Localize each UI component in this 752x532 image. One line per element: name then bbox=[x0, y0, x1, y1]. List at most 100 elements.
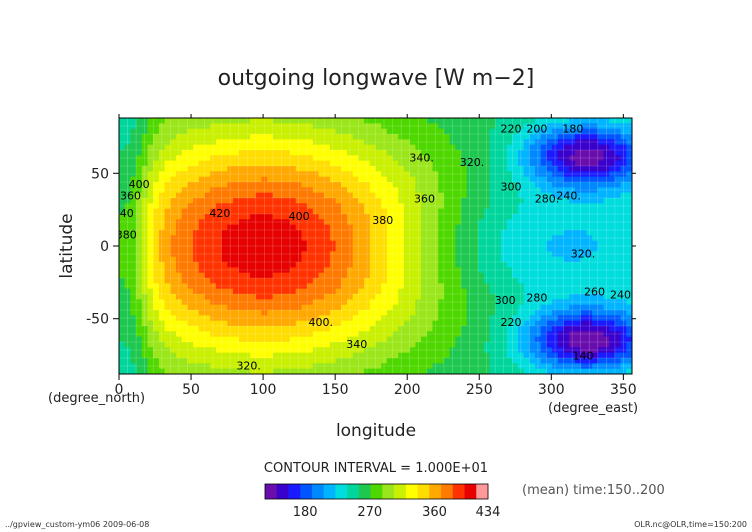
contour-cell bbox=[392, 358, 399, 364]
contour-cell bbox=[295, 272, 302, 279]
contour-cell bbox=[535, 224, 542, 231]
contour-cell bbox=[130, 358, 137, 364]
contour-cell bbox=[489, 123, 496, 130]
contour-cell bbox=[546, 235, 553, 242]
contour-cell bbox=[466, 128, 473, 135]
contour-cell bbox=[170, 187, 177, 194]
contour-cell bbox=[426, 123, 434, 130]
contour-cell bbox=[329, 299, 337, 306]
contour-cell bbox=[119, 331, 126, 338]
contour-cell bbox=[421, 176, 428, 183]
contour-cell bbox=[466, 214, 473, 220]
contour-cell bbox=[341, 150, 348, 156]
contour-cell bbox=[609, 230, 616, 236]
contour-cell bbox=[238, 182, 245, 188]
contour-cell bbox=[181, 342, 188, 348]
contour-cell bbox=[238, 139, 245, 146]
contour-cell bbox=[119, 214, 126, 220]
contour-cell bbox=[290, 288, 297, 295]
contour-cell bbox=[586, 278, 593, 284]
contour-cell bbox=[614, 219, 622, 226]
contour-cell bbox=[535, 363, 542, 370]
contour-cell bbox=[358, 336, 365, 343]
contour-cell bbox=[483, 256, 491, 263]
contour-cell bbox=[375, 214, 382, 220]
contour-cell bbox=[261, 166, 268, 172]
contour-cell bbox=[609, 358, 616, 364]
contour-cell bbox=[620, 139, 627, 146]
contour-cell bbox=[603, 283, 610, 290]
contour-cell bbox=[295, 358, 302, 364]
contour-cell bbox=[250, 182, 257, 188]
contour-cell bbox=[614, 230, 622, 236]
contour-cell bbox=[461, 368, 468, 374]
contour-cell bbox=[238, 352, 245, 359]
contour-cell bbox=[404, 272, 411, 279]
contour-cell bbox=[461, 347, 468, 354]
contour-cell bbox=[364, 342, 371, 348]
contour-cell bbox=[386, 150, 394, 156]
contour-cell bbox=[187, 166, 194, 172]
contour-cell bbox=[290, 283, 297, 290]
contour-cell bbox=[449, 299, 456, 306]
contour-cell bbox=[381, 144, 388, 151]
contour-cell bbox=[506, 363, 513, 370]
contour-cell bbox=[614, 139, 622, 146]
contour-cell bbox=[181, 256, 188, 263]
contour-cell bbox=[369, 315, 377, 322]
contour-cell bbox=[244, 240, 251, 247]
contour-cell bbox=[221, 342, 228, 348]
contour-cell bbox=[438, 198, 445, 204]
contour-cell bbox=[181, 331, 188, 338]
contour-cell bbox=[233, 368, 240, 374]
contour-cell bbox=[421, 240, 428, 247]
contour-cell bbox=[461, 187, 468, 194]
contour-cell bbox=[130, 235, 137, 242]
contour-cell bbox=[432, 278, 439, 284]
contour-cell bbox=[375, 336, 382, 343]
contour-cell bbox=[569, 299, 576, 306]
contour-cell bbox=[153, 118, 160, 124]
contour-cell bbox=[620, 326, 627, 332]
contour-cell bbox=[227, 198, 234, 204]
contour-cell bbox=[409, 224, 416, 231]
contour-cell bbox=[449, 331, 456, 338]
contour-cell bbox=[472, 368, 479, 374]
contour-cell bbox=[546, 251, 553, 258]
contour-cell bbox=[398, 246, 405, 252]
contour-cell bbox=[176, 246, 183, 252]
contour-cell bbox=[204, 294, 211, 300]
contour-cell bbox=[375, 251, 382, 258]
contour-cell bbox=[529, 187, 536, 194]
contour-cell bbox=[227, 288, 234, 295]
contour-cell bbox=[170, 192, 177, 199]
contour-cell bbox=[130, 363, 137, 370]
contour-cell bbox=[443, 144, 451, 151]
contour-cell bbox=[227, 150, 234, 156]
contour-cell bbox=[426, 299, 434, 306]
x-tick-label: 50 bbox=[182, 382, 200, 398]
contour-cell bbox=[164, 246, 171, 252]
contour-cell bbox=[523, 288, 530, 295]
contour-cell bbox=[466, 171, 473, 178]
contour-cell bbox=[153, 134, 160, 140]
contour-cell bbox=[523, 331, 530, 338]
contour-cell bbox=[552, 251, 559, 258]
contour-cell bbox=[609, 203, 616, 210]
contour-cell bbox=[626, 368, 632, 374]
contour-cell bbox=[295, 192, 302, 199]
contour-cell bbox=[575, 118, 582, 124]
contour-cell bbox=[130, 134, 137, 140]
contour-cell bbox=[620, 208, 627, 215]
contour-cell bbox=[187, 368, 194, 374]
contour-cell bbox=[392, 336, 399, 343]
contour-cell bbox=[204, 368, 211, 374]
contour-cell bbox=[586, 363, 593, 370]
contour-cell bbox=[563, 347, 570, 354]
contour-cell bbox=[187, 128, 194, 135]
contour-cell bbox=[375, 278, 382, 284]
contour-cell bbox=[386, 315, 394, 322]
contour-cell bbox=[557, 283, 565, 290]
contour-cell bbox=[272, 278, 280, 284]
contour-cell bbox=[324, 160, 331, 167]
